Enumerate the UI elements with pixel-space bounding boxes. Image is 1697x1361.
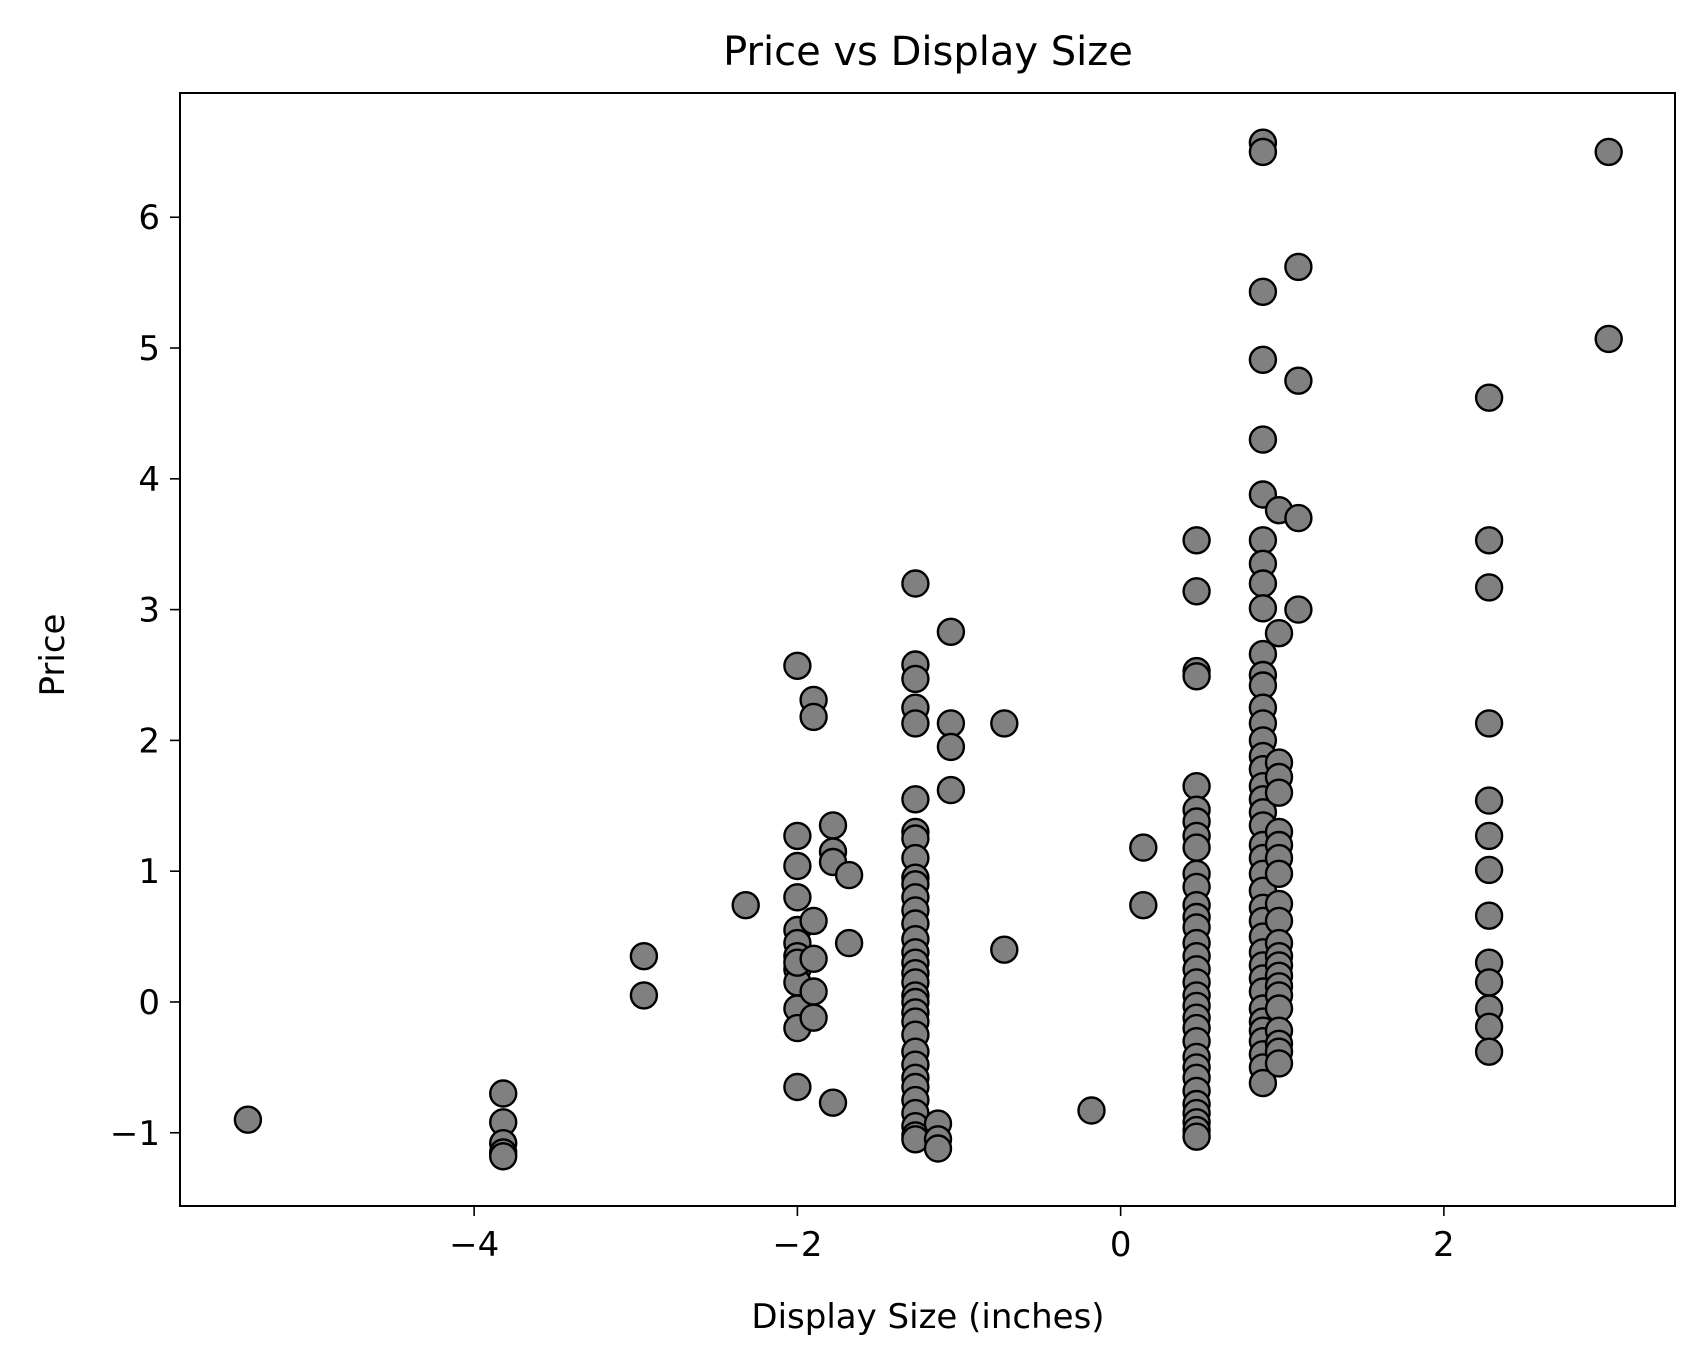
data-point bbox=[783, 1072, 812, 1102]
data-point bbox=[901, 664, 930, 694]
data-point bbox=[783, 651, 812, 680]
data-point bbox=[1474, 968, 1504, 997]
data-point bbox=[1182, 1122, 1211, 1151]
y-tick-label: 3 bbox=[138, 591, 160, 631]
data-point bbox=[1248, 526, 1278, 555]
x-axis-ticks: −4 −2 0 2 bbox=[449, 1206, 1455, 1265]
data-point bbox=[731, 891, 760, 920]
data-point bbox=[799, 906, 828, 936]
data-point bbox=[1264, 1049, 1294, 1078]
x-tick-label: 2 bbox=[1433, 1225, 1455, 1265]
y-axis-label: Price bbox=[33, 614, 73, 697]
data-point bbox=[1474, 526, 1504, 555]
data-point bbox=[1264, 619, 1294, 648]
data-point bbox=[1284, 503, 1313, 533]
data-points bbox=[233, 128, 1623, 1171]
x-tick-label: 0 bbox=[1110, 1225, 1132, 1265]
chart-title: Price vs Display Size bbox=[723, 29, 1133, 75]
data-point bbox=[901, 709, 930, 738]
data-point bbox=[1474, 1012, 1504, 1042]
data-point bbox=[936, 775, 966, 805]
y-tick-label: 2 bbox=[138, 721, 160, 761]
data-point bbox=[1182, 662, 1211, 691]
plot-area-frame bbox=[179, 92, 1676, 1207]
x-axis-label: Display Size (inches) bbox=[751, 1297, 1104, 1337]
data-point bbox=[1594, 137, 1623, 167]
data-point bbox=[1474, 901, 1504, 930]
y-tick-label: 1 bbox=[138, 852, 160, 892]
data-point bbox=[629, 942, 659, 971]
data-point bbox=[1248, 277, 1278, 306]
data-point bbox=[834, 928, 864, 958]
data-point bbox=[233, 1105, 263, 1134]
y-tick-label: 5 bbox=[138, 329, 160, 369]
data-point bbox=[799, 1003, 828, 1032]
y-tick-label: −1 bbox=[110, 1114, 160, 1154]
y-tick-label: 6 bbox=[138, 198, 160, 238]
data-point bbox=[1474, 821, 1504, 851]
data-point bbox=[1182, 526, 1211, 555]
data-point bbox=[818, 1088, 848, 1117]
data-point bbox=[1182, 577, 1211, 606]
data-point bbox=[799, 702, 828, 732]
data-point bbox=[1474, 573, 1504, 602]
x-tick-label: −2 bbox=[772, 1225, 822, 1265]
data-point bbox=[629, 981, 659, 1010]
data-point bbox=[1284, 252, 1313, 282]
data-point bbox=[489, 1079, 518, 1108]
data-point bbox=[1264, 778, 1294, 807]
data-point bbox=[1248, 137, 1278, 167]
data-point bbox=[799, 944, 828, 973]
data-point bbox=[489, 1142, 518, 1171]
data-point bbox=[901, 569, 930, 598]
data-point bbox=[1077, 1096, 1106, 1125]
data-point bbox=[1474, 709, 1504, 738]
data-point bbox=[1474, 1037, 1504, 1066]
x-tick-label: −4 bbox=[449, 1225, 499, 1265]
data-point bbox=[1284, 595, 1313, 624]
data-point bbox=[990, 709, 1019, 738]
data-point bbox=[901, 785, 930, 814]
data-point bbox=[783, 851, 812, 881]
data-point bbox=[1129, 833, 1158, 862]
data-point bbox=[936, 617, 966, 646]
data-point bbox=[1248, 594, 1278, 623]
data-point bbox=[1129, 891, 1158, 920]
data-point bbox=[783, 883, 812, 912]
data-point bbox=[799, 977, 828, 1006]
data-point bbox=[1594, 324, 1623, 354]
data-point bbox=[1248, 345, 1278, 374]
data-point bbox=[1248, 425, 1278, 454]
data-point bbox=[834, 860, 864, 890]
data-point bbox=[936, 732, 966, 762]
data-point bbox=[1284, 366, 1313, 395]
data-point bbox=[1182, 772, 1211, 801]
data-point bbox=[923, 1134, 953, 1163]
y-tick-label: 4 bbox=[138, 460, 160, 500]
data-point bbox=[936, 709, 966, 738]
data-point bbox=[783, 821, 812, 851]
data-point bbox=[1474, 383, 1504, 412]
data-point bbox=[818, 811, 848, 840]
data-point bbox=[1248, 569, 1278, 598]
y-tick-label: 0 bbox=[138, 983, 160, 1023]
y-axis-ticks: −1 0 1 2 3 4 5 6 bbox=[110, 198, 180, 1154]
data-point bbox=[1474, 855, 1504, 885]
data-point bbox=[1182, 833, 1211, 862]
data-point bbox=[990, 935, 1019, 964]
data-point bbox=[1474, 786, 1504, 815]
data-point bbox=[1248, 1068, 1278, 1098]
data-point bbox=[1264, 859, 1294, 888]
